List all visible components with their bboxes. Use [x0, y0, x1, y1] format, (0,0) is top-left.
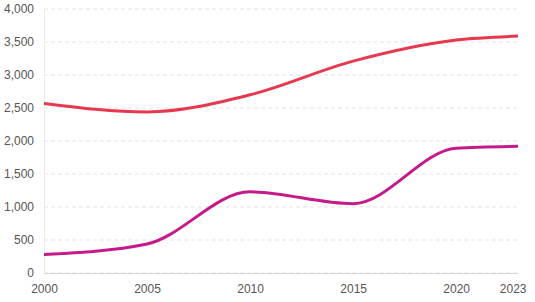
chart: 0 500 1,000 1,500 2,000 2,500 3,000 3,500 4,000 2… [0, 0, 535, 302]
grid-line [44, 141, 518, 142]
y-tick-label: 4,000 [4, 2, 34, 16]
y-tick: 2,000 [4, 134, 44, 148]
x-tick: 2005 [134, 273, 161, 296]
y-tick-label: 3,500 [4, 35, 34, 49]
grid-line [44, 240, 518, 241]
y-tick: 2,500 [4, 101, 44, 115]
y-tick: 3,000 [4, 68, 44, 82]
y-tick: 1,000 [4, 200, 44, 214]
y-tick: 0 [27, 266, 44, 280]
x-axis: 2000 2005 2010 2015 2020 2023 [31, 273, 527, 296]
x-tick-label: 2020 [443, 282, 470, 296]
x-tick: 2010 [237, 273, 264, 296]
y-tick: 500 [14, 233, 44, 247]
y-tick: 3,500 [4, 35, 44, 49]
grid-line [44, 207, 518, 208]
grid-line [44, 174, 518, 175]
y-tick-label: 0 [27, 266, 34, 280]
x-tick-label: 2005 [134, 282, 161, 296]
x-tick-label: 2015 [340, 282, 367, 296]
grid-line [44, 75, 518, 76]
y-tick-label: 2,500 [4, 101, 34, 115]
y-tick-label: 500 [14, 233, 34, 247]
x-tick: 2015 [340, 273, 367, 296]
series-line [44, 36, 518, 112]
x-tick: 2023 [500, 273, 527, 296]
plot: 0 500 1,000 1,500 2,000 2,500 3,000 3,500 4,000 2… [4, 2, 527, 295]
y-tick-label: 2,000 [4, 134, 34, 148]
x-tick: 2020 [443, 273, 470, 296]
series-line [44, 146, 518, 254]
y-axis: 0 500 1,000 1,500 2,000 2,500 3,000 3,500 4,000 [4, 2, 45, 280]
y-tick: 1,500 [4, 167, 44, 181]
lines [44, 36, 518, 254]
grid-line [44, 9, 518, 10]
x-tick-label: 2023 [500, 282, 527, 296]
y-tick-label: 1,500 [4, 167, 34, 181]
x-tick: 2000 [31, 273, 58, 296]
y-tick: 4,000 [4, 2, 44, 16]
grid-line [44, 273, 518, 274]
y-tick-label: 1,000 [4, 200, 34, 214]
x-axis-line [45, 273, 519, 274]
grid-line [44, 108, 518, 109]
y-axis-line [44, 10, 45, 274]
y-tick-label: 3,000 [4, 68, 34, 82]
x-tick-label: 2010 [237, 282, 264, 296]
grid [44, 9, 518, 273]
x-tick-label: 2000 [31, 282, 58, 296]
